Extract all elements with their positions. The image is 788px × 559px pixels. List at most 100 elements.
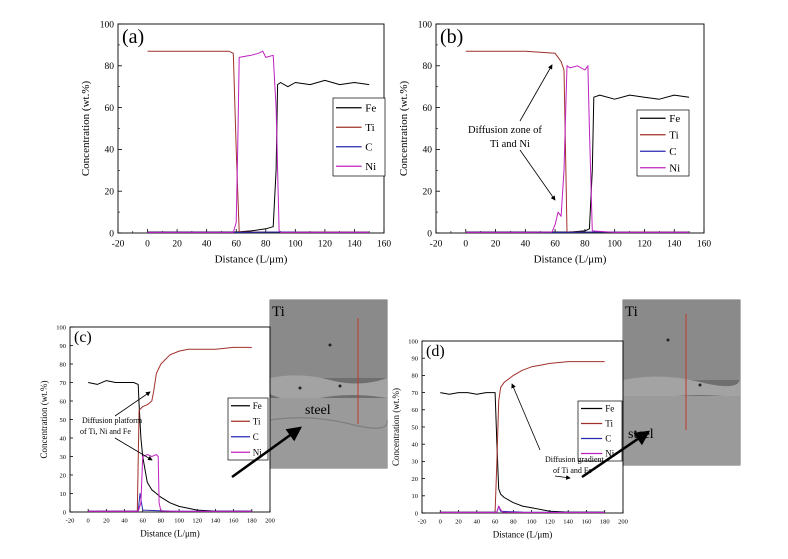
y-tick-label: 40 [105,146,115,156]
y-axis-label: Concentration (wt.%) [39,381,49,459]
y-tick-label: 40 [412,441,419,448]
legend-label-fe: Fe [253,401,262,411]
x-axis-label: Distance (L/μm) [140,529,200,539]
y-tick-label: 90 [60,343,67,350]
y-tick-label: 20 [60,472,67,479]
y-tick-label: 60 [423,104,433,114]
y-tick-label: 90 [412,355,419,362]
legend-box [332,97,386,177]
y-tick-label: 80 [105,62,115,72]
y-tick-label: 0 [109,229,114,239]
x-tick-label: 60 [231,240,241,250]
x-tick-label: 120 [318,240,333,250]
y-tick-label: 60 [412,407,419,414]
legend-box [577,400,623,462]
annotation-arrow [519,64,553,122]
y-tick-label: 100 [408,338,418,345]
x-tick-label: 40 [521,240,531,250]
x-tick-label: 20 [455,519,462,526]
x-tick-label: 140 [347,240,362,250]
x-tick-label: 100 [174,518,184,525]
x-tick-label: 120 [545,519,555,526]
y-tick-label: 40 [423,146,433,156]
legend-label-c: C [605,434,611,444]
legend-label-ti: Ti [365,122,374,134]
chart-panel-1: -20 0 20 40 60 80 100 120 140 160020406080100Dist… [398,20,711,265]
series-line-c [440,505,605,513]
series-line-ti [440,361,605,513]
chart-panel-3: -20 0 20 40 60 80 100 120 140 160 180 2000102030405… [391,338,628,539]
y-tick-label: 100 [100,20,115,30]
legend-label-c: C [669,146,676,158]
chart-panel-0: -20 0 20 40 60 80 100 120 140 160020406080100Dist… [80,20,391,265]
y-tick-label: 50 [412,424,419,431]
y-tick-label: 20 [105,188,115,198]
x-tick-label: 200 [618,519,628,526]
y-tick-label: 80 [423,62,433,72]
y-tick-label: 60 [105,104,115,114]
annotation-arrow [114,391,151,417]
series-line-ti [88,346,252,512]
series-line-ni [147,50,370,233]
x-tick-label: 120 [637,240,652,250]
x-axis-label: Distance (L/μm) [534,254,607,266]
y-tick-label: 100 [418,20,433,30]
panel-label: (a) [122,26,144,48]
micrograph-d [622,299,741,466]
y-axis-label: Concentration (wt.%) [80,81,92,177]
series-line-fe [440,392,605,513]
series-line-ni [465,65,690,233]
legend-label-ni: Ni [253,447,262,457]
legend-label-c: C [253,432,259,442]
annotation-arrow [114,437,153,461]
panel-label: (d) [426,343,445,360]
legend-box [227,397,269,461]
legend-box [636,109,690,177]
legend-label-fe: Fe [605,404,614,414]
x-tick-label: 160 [377,240,392,250]
y-tick-label: 10 [60,491,67,498]
image-label-steel-c: steel [305,403,331,418]
panel-label: (b) [440,26,463,48]
x-tick-label: 80 [158,518,165,525]
x-tick-label: 20 [103,518,110,525]
legend-label-fe: Fe [365,103,376,115]
x-tick-label: 180 [600,519,610,526]
legend-label-ti: Ti [669,130,678,142]
image-label-ti-c: Ti [272,304,285,320]
annotation-arrow [511,383,541,451]
inset-arrow [581,430,651,479]
annotation-b-line2: Ti and Ni [490,139,530,150]
series-line-fe [88,380,252,512]
x-tick-label: 100 [527,519,537,526]
legend-label-c: C [365,142,372,154]
annotation-arrow [519,149,556,201]
annotation-c-line2: of Ti, Ni and Fe [80,427,131,436]
y-tick-label: 30 [412,459,419,466]
y-tick-label: 80 [60,361,67,368]
inset-arrow [231,426,303,479]
x-tick-label: 60 [492,519,499,526]
y-tick-label: 80 [412,373,419,380]
y-tick-label: 70 [60,380,67,387]
x-tick-label: -20 [66,518,75,525]
x-tick-label: 80 [261,240,271,250]
x-tick-label: 60 [550,240,560,250]
panel-label: (c) [74,329,92,346]
legend-label-ni: Ni [669,163,680,175]
annotation-b-line1: Diffusion zone of [468,125,542,136]
y-tick-label: 20 [423,188,433,198]
x-tick-label: 80 [580,240,590,250]
legend-label-ni: Ni [365,161,376,173]
annotation-d-line2: of Ti and Fe [553,466,592,475]
legend-label-ti: Ti [253,416,261,426]
charts-container: -20 0 20 40 60 80 100 120 140 160020406080100Dist… [39,20,711,539]
x-tick-label: -20 [430,240,443,250]
image-label-ti-d: Ti [625,304,638,320]
x-tick-label: 40 [121,518,128,525]
x-axis-label: Distance (L/μm) [215,254,288,266]
y-tick-label: 0 [63,509,66,516]
x-tick-label: 0 [145,240,150,250]
image-label-steel-d: steel [628,427,654,442]
